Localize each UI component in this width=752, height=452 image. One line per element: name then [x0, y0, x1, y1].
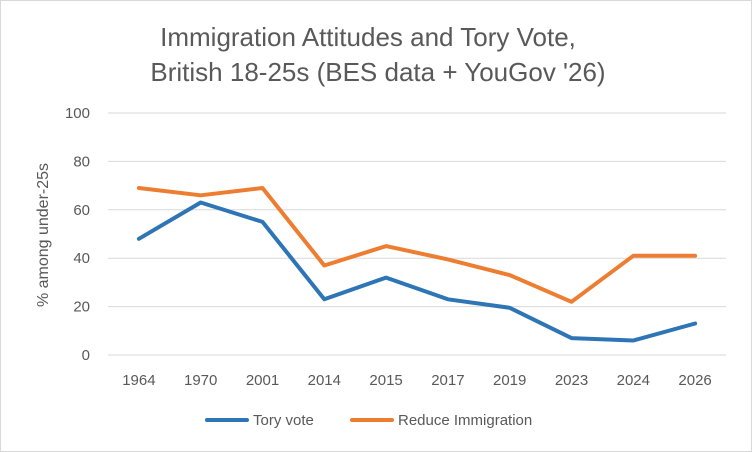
y-axis-label: % among under-25s: [35, 163, 52, 307]
x-tick-label: 2017: [431, 372, 464, 389]
y-tick-label: 100: [65, 105, 90, 122]
chart-title-line-1: Immigration Attitudes and Tory Vote,: [160, 22, 576, 52]
legend: Tory vote Reduce Immigration: [205, 412, 532, 429]
y-tick-label: 60: [73, 202, 90, 219]
x-tick-label: 2023: [555, 372, 588, 389]
x-tick-label: 2015: [369, 372, 402, 389]
x-tick-label: 2024: [617, 372, 650, 389]
y-tick-label: 20: [73, 299, 90, 316]
y-tick-label: 80: [73, 153, 90, 170]
y-axis-ticks: 0 20 40 60 80 100: [65, 105, 90, 364]
y-tick-label: 40: [73, 250, 90, 267]
x-tick-label: 2014: [308, 372, 341, 389]
legend-label: Tory vote: [253, 412, 314, 429]
chart-title-line-2: British 18-25s (BES data + YouGov '26): [150, 57, 605, 87]
x-tick-label: 2001: [246, 372, 279, 389]
gridlines: [108, 112, 726, 356]
series-line-1: [136, 186, 698, 304]
x-tick-label: 1964: [122, 372, 155, 389]
x-axis-ticks: 1964 1970 2001 2014 2015 2017 2019 2023 2024 2026: [122, 372, 712, 389]
x-tick-label: 2026: [678, 372, 711, 389]
x-tick-label: 2019: [493, 372, 526, 389]
legend-label: Reduce Immigration: [398, 412, 532, 429]
x-tick-label: 1970: [184, 372, 217, 389]
series-line-0: [136, 200, 698, 343]
y-tick-label: 0: [82, 347, 90, 364]
series-lines: [136, 186, 698, 343]
